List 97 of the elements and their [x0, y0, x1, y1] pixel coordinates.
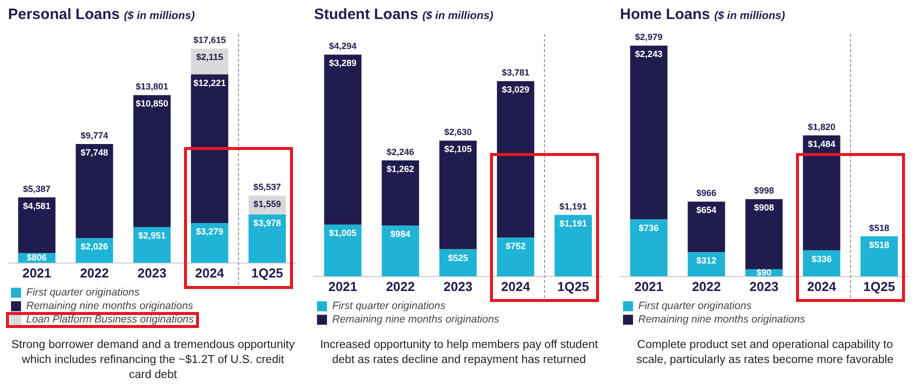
- legend-label: Remaining nine months originations: [332, 314, 500, 326]
- total-label: $4,294: [329, 41, 357, 52]
- legend-label: First quarter originations: [332, 300, 446, 312]
- x-tick-label: 1Q25: [557, 278, 590, 294]
- data-label: $1,262: [386, 164, 414, 174]
- data-label: $908: [754, 202, 774, 213]
- data-label: $984: [390, 229, 410, 240]
- chart-title: Home Loans: [620, 6, 710, 23]
- text: Strong borrower demand and a tremendous opportunity which includes refinancing the ~$1.2T of U.S. credit card debt: [10, 338, 296, 383]
- data-label: $736: [638, 222, 659, 233]
- x-tick-label: 2021: [328, 278, 358, 294]
- x-tick-label: 1Q25: [863, 278, 896, 294]
- legend-label: Loan Platform Business originations: [26, 314, 195, 326]
- data-label: $1,484: [808, 138, 836, 149]
- bar: [802, 135, 840, 250]
- total-label: $2,979: [635, 32, 663, 42]
- data-label: $2,105: [444, 144, 472, 154]
- bar: [324, 224, 362, 276]
- legend-label: First quarter originations: [638, 300, 752, 312]
- data-label: $1,559: [253, 199, 281, 210]
- bar: [18, 197, 56, 254]
- data-label: $752: [506, 241, 526, 252]
- chart-subtitle: ($ in millions): [124, 10, 195, 22]
- x-tick-label: 1Q25: [251, 265, 284, 280]
- bar: [496, 81, 534, 238]
- bar: [190, 74, 228, 224]
- data-label: $336: [812, 254, 832, 264]
- x-tick-label: 2024: [195, 265, 225, 280]
- chart-title: Student Loans: [314, 6, 418, 23]
- data-label: $10,850: [136, 98, 168, 109]
- data-label: $2,026: [80, 242, 108, 252]
- bar: [630, 219, 668, 276]
- x-tick-label: 2024: [501, 278, 531, 294]
- x-tick-label: 2021: [634, 278, 664, 294]
- text: Complete product set and operational capability to scale, particularly as rates become more favorable: [636, 338, 894, 368]
- total-label: $5,537: [253, 182, 281, 192]
- bar: [76, 144, 114, 238]
- bar: [133, 95, 171, 228]
- bar: [382, 226, 420, 276]
- total-label: $5,387: [23, 184, 51, 194]
- bar: [439, 140, 477, 250]
- chart-subtitle: ($ in millions): [714, 10, 786, 22]
- x-tick-label: 2022: [80, 265, 109, 280]
- total-label: $1,191: [559, 201, 587, 212]
- data-label: $2,243: [635, 49, 663, 60]
- x-tick-label: 2022: [692, 278, 721, 294]
- data-label: $654: [696, 205, 716, 216]
- x-tick-label: 2023: [138, 265, 166, 280]
- total-label: $2,246: [386, 146, 414, 157]
- total-label: $1,820: [808, 122, 836, 132]
- data-label: $12,221: [193, 78, 226, 88]
- data-label: $4,581: [23, 200, 51, 211]
- bar: [248, 214, 286, 263]
- data-label: $3,289: [329, 58, 357, 68]
- total-label: $3,781: [502, 68, 530, 78]
- data-label: $525: [448, 252, 468, 263]
- data-label: $3,029: [502, 84, 530, 95]
- legend-label: First quarter originations: [26, 286, 140, 299]
- x-tick-label: 2021: [22, 265, 52, 280]
- data-label: $3,279: [196, 226, 224, 237]
- data-label: $2,951: [138, 230, 166, 240]
- bar: [324, 54, 362, 224]
- bar: [630, 46, 668, 220]
- bar: [745, 199, 783, 270]
- total-label: $17,615: [193, 35, 226, 46]
- bar: [688, 252, 726, 276]
- x-tick-label: 2023: [750, 278, 778, 294]
- bar: [382, 160, 420, 226]
- data-label: $518: [869, 240, 890, 250]
- legend-label: Remaining nine months originations: [638, 314, 806, 326]
- data-label: $3,978: [253, 218, 281, 228]
- text: Increased opportunity to help members pay off student debt as rates decline and repayment has returned: [319, 338, 599, 368]
- bar: [554, 214, 592, 276]
- data-label: $90: [756, 267, 772, 278]
- x-tick-label: 2024: [807, 278, 837, 294]
- data-label: $312: [696, 256, 716, 266]
- data-label: $1,191: [559, 218, 587, 228]
- data-label: $7,748: [80, 148, 108, 158]
- x-tick-label: 2023: [444, 278, 472, 294]
- legend-label: Remaining nine months originations: [26, 300, 194, 312]
- total-label: $966: [696, 188, 716, 198]
- total-label: $2,630: [444, 127, 472, 138]
- bar: [688, 202, 726, 252]
- data-label: $806: [26, 252, 47, 262]
- total-label: $998: [754, 186, 774, 196]
- bar: [496, 238, 534, 276]
- total-label: $9,774: [80, 130, 108, 141]
- data-label: $2,115: [196, 52, 224, 62]
- bar: [190, 223, 228, 263]
- chart-title: Personal Loans: [8, 6, 120, 23]
- total-label: $13,801: [136, 82, 168, 92]
- x-tick-label: 2022: [386, 278, 415, 294]
- bar: [190, 48, 228, 74]
- chart-subtitle: ($ in millions): [422, 10, 494, 22]
- bar: [860, 236, 898, 276]
- data-label: $1,005: [329, 228, 357, 238]
- total-label: $518: [869, 222, 890, 233]
